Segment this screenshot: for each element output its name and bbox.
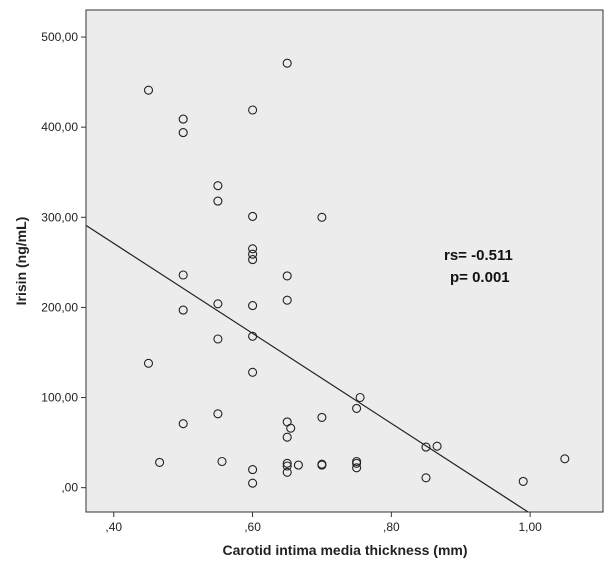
data-point <box>213 181 223 191</box>
data-point <box>421 442 431 452</box>
x-tick-label: ,60 <box>244 520 261 534</box>
data-point <box>317 460 327 470</box>
x-tick-label: ,80 <box>383 520 400 534</box>
data-point <box>155 457 165 467</box>
data-point <box>248 367 258 377</box>
data-point <box>293 460 303 470</box>
data-point <box>178 270 188 280</box>
data-point <box>248 301 258 311</box>
p-value-annotation: p= 0.001 <box>450 269 510 286</box>
data-point <box>317 212 327 222</box>
data-point <box>432 441 442 451</box>
data-point <box>178 114 188 124</box>
data-point <box>248 211 258 221</box>
data-point <box>352 403 362 413</box>
data-point <box>317 412 327 422</box>
data-point <box>248 465 258 475</box>
y-tick-label: 200,00 <box>41 300 78 314</box>
data-point <box>355 392 365 403</box>
data-point <box>421 473 431 483</box>
data-point <box>213 196 223 206</box>
x-axis-title: Carotid intima media thickness (mm) <box>222 542 467 558</box>
data-point <box>282 458 292 468</box>
data-point <box>178 128 188 138</box>
data-point <box>213 299 223 309</box>
data-point <box>213 334 223 344</box>
y-tick-label: ,00 <box>61 481 78 495</box>
data-point <box>143 358 154 368</box>
correlation-annotation: rs= -0.511 <box>444 247 513 264</box>
data-point <box>143 85 154 95</box>
y-tick-label: 300,00 <box>41 210 78 224</box>
data-point <box>178 305 188 315</box>
y-tick-label: 500,00 <box>41 30 78 44</box>
data-point <box>352 463 362 473</box>
data-point <box>282 432 292 442</box>
data-point <box>286 423 296 433</box>
data-point <box>282 295 292 305</box>
data-point <box>518 476 528 486</box>
data-points <box>143 58 570 488</box>
plot-area <box>86 10 603 512</box>
data-point <box>248 105 258 115</box>
data-point <box>248 249 258 259</box>
x-tick-label: ,40 <box>105 520 122 534</box>
y-tick-label: 400,00 <box>41 120 78 134</box>
regression-line <box>85 224 529 513</box>
data-point <box>282 271 292 281</box>
data-point <box>248 255 258 265</box>
data-point <box>352 458 362 468</box>
data-point <box>248 478 258 488</box>
data-point <box>248 244 258 254</box>
data-point <box>178 419 188 429</box>
x-tick-label: 1,00 <box>518 520 542 534</box>
data-point <box>282 467 292 477</box>
data-point <box>282 58 292 68</box>
data-point <box>560 454 570 464</box>
data-point <box>213 409 223 419</box>
data-point <box>217 456 227 467</box>
y-tick-label: 100,00 <box>41 391 78 405</box>
data-point <box>282 461 292 471</box>
axes: ,00 100,00 200,00 300,00 400,00 500,00 ,40 ,60,… <box>41 30 542 534</box>
y-axis-title: Irisin (ng/mL) <box>13 217 29 306</box>
plot-frame <box>85 9 604 513</box>
